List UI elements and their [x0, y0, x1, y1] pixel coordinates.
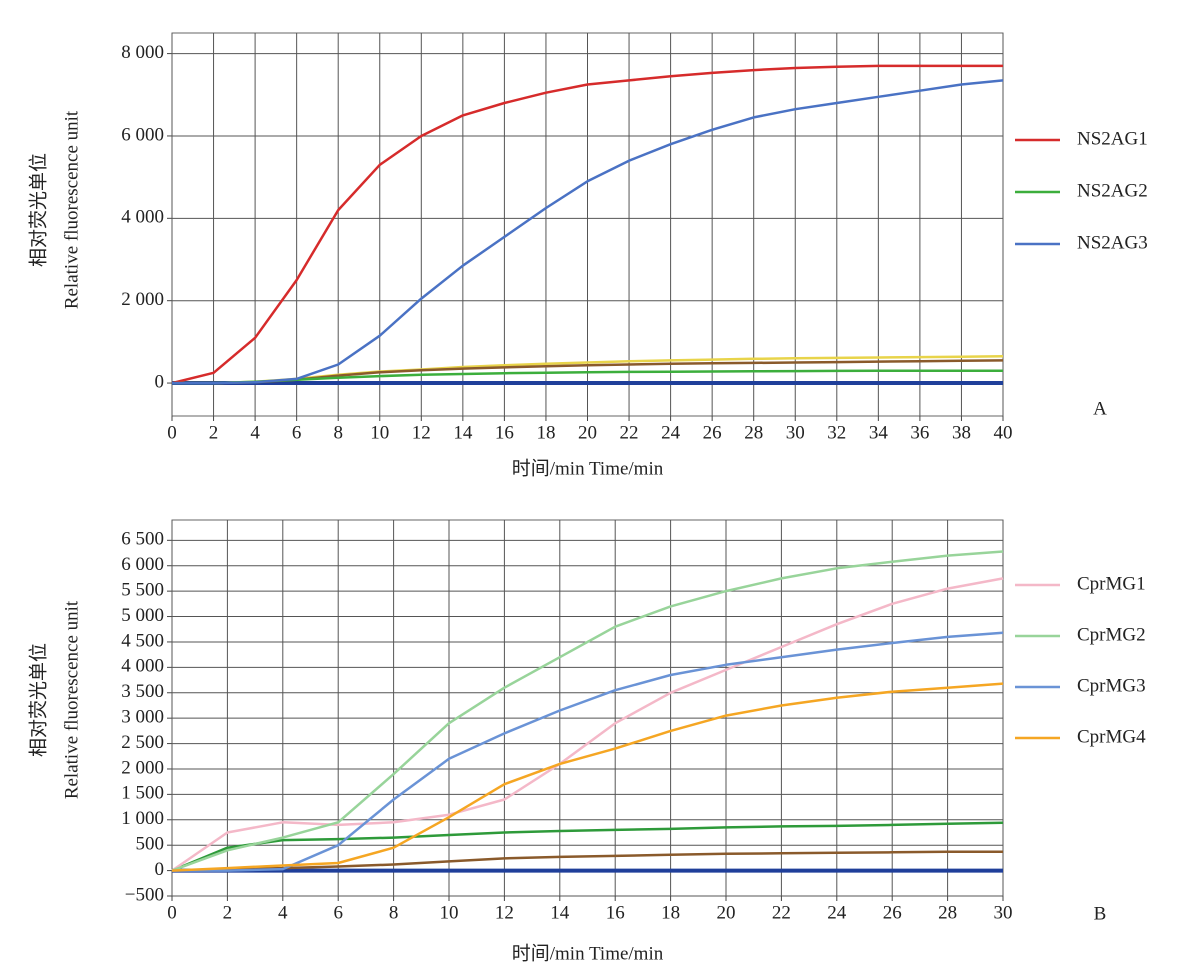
y-axis-title: Relative fluorescence unit — [61, 600, 82, 799]
x-tick-label: 22 — [620, 422, 639, 443]
x-axis-title: 时间/min Time/min — [512, 942, 664, 964]
x-tick-label: 20 — [717, 902, 736, 923]
x-tick-label: 6 — [292, 422, 302, 443]
y-tick-label: 1 000 — [121, 808, 164, 829]
y-tick-label: 5 500 — [121, 579, 164, 600]
x-tick-label: 20 — [578, 422, 597, 443]
legend-label: CprMG1 — [1077, 573, 1146, 594]
x-tick-label: 36 — [910, 422, 929, 443]
x-tick-label: 14 — [453, 422, 473, 443]
legend-label: NS2AG3 — [1077, 232, 1148, 253]
series-line — [171, 682, 1004, 872]
legend-label: CprMG2 — [1077, 624, 1146, 645]
series-line — [172, 79, 1004, 385]
x-tick-label: 10 — [370, 422, 389, 443]
panel-label: A — [1093, 398, 1107, 419]
legend-label: NS2AG1 — [1077, 128, 1148, 149]
x-tick-label: 12 — [495, 902, 514, 923]
series-line — [171, 550, 1004, 872]
x-tick-label: 32 — [827, 422, 846, 443]
x-tick-label: 2 — [223, 902, 233, 923]
x-tick-label: 28 — [938, 902, 957, 923]
x-tick-label: 0 — [167, 422, 177, 443]
x-tick-label: 30 — [786, 422, 805, 443]
y-tick-label: 3 000 — [121, 707, 164, 728]
y-tick-label: 0 — [155, 859, 165, 880]
x-tick-label: 2 — [209, 422, 219, 443]
x-tick-label: 0 — [167, 902, 177, 923]
x-tick-label: 24 — [827, 902, 847, 923]
x-tick-label: 14 — [550, 902, 570, 923]
x-tick-label: 18 — [661, 902, 680, 923]
x-tick-label: 8 — [333, 422, 343, 443]
series-line — [171, 64, 1003, 385]
legend-label: CprMG4 — [1077, 726, 1146, 747]
x-tick-label: 18 — [536, 422, 555, 443]
x-tick-label: 22 — [772, 902, 791, 923]
x-tick-label: 28 — [744, 422, 763, 443]
x-tick-label: 30 — [994, 902, 1013, 923]
x-tick-label: 26 — [703, 422, 722, 443]
y-tick-label: 5 000 — [121, 605, 164, 626]
y-axis-title: 相对荧光单位 — [27, 643, 49, 757]
x-tick-label: 34 — [869, 422, 889, 443]
series-line — [171, 821, 1004, 872]
y-tick-label: −500 — [125, 884, 164, 905]
y-tick-label: 4 000 — [121, 656, 164, 677]
y-tick-label: 6 000 — [121, 124, 164, 145]
x-tick-label: 24 — [661, 422, 681, 443]
y-tick-label: 2 000 — [121, 757, 164, 778]
plot-area — [171, 519, 1004, 897]
y-tick-label: 0 — [155, 371, 165, 392]
legend-label: CprMG3 — [1077, 675, 1146, 696]
y-tick-label: 4 000 — [121, 207, 164, 228]
x-tick-label: 4 — [278, 902, 288, 923]
series-line — [171, 577, 1004, 872]
x-tick-label: 16 — [495, 422, 514, 443]
series-line — [171, 850, 1003, 872]
y-tick-label: 4 500 — [121, 630, 164, 651]
x-tick-label: 40 — [994, 422, 1013, 443]
series-line — [172, 369, 1003, 385]
panel-label: B — [1094, 903, 1107, 924]
y-tick-label: 6 000 — [121, 554, 164, 575]
x-tick-label: 4 — [250, 422, 260, 443]
x-tick-label: 16 — [606, 902, 625, 923]
x-tick-label: 10 — [440, 902, 459, 923]
x-tick-label: 26 — [883, 902, 902, 923]
y-tick-label: 1 500 — [121, 783, 164, 804]
x-tick-label: 38 — [952, 422, 971, 443]
y-tick-label: 8 000 — [121, 42, 164, 63]
y-tick-label: 2 000 — [121, 289, 164, 310]
x-tick-label: 12 — [412, 422, 431, 443]
y-tick-label: 2 500 — [121, 732, 164, 753]
x-tick-label: 6 — [333, 902, 343, 923]
y-tick-label: 3 500 — [121, 681, 164, 702]
x-axis-title: 时间/min Time/min — [512, 457, 664, 479]
y-axis-title: Relative fluorescence unit — [61, 110, 82, 309]
y-axis-title: 相对荧光单位 — [27, 153, 49, 267]
x-tick-label: 8 — [389, 902, 399, 923]
series-line — [172, 631, 1004, 872]
y-tick-label: 6 500 — [121, 529, 164, 550]
y-tick-label: 500 — [136, 834, 165, 855]
legend-label: NS2AG2 — [1077, 180, 1148, 201]
